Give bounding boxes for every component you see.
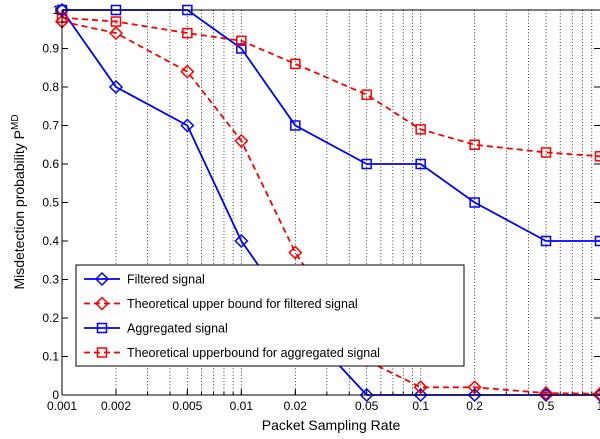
- legend-items: Filtered signal Theoretical upper bound f…: [84, 271, 380, 360]
- x-tick-label: 0.001: [47, 399, 77, 413]
- data-point: [467, 380, 482, 395]
- x-axis-title: Packet Sampling Rate: [262, 417, 401, 433]
- data-point: [234, 233, 249, 249]
- data-point: [359, 387, 374, 403]
- y-tick-label: 0.2: [42, 311, 59, 325]
- legend: Filtered signal Theoretical upper bound f…: [75, 264, 465, 367]
- data-point: [180, 64, 195, 79]
- x-tick-label: 1: [597, 399, 600, 413]
- y-tick-label: 0.8: [42, 80, 59, 94]
- y-tick-label: 0.4: [42, 234, 59, 248]
- labels-layer: 0.001 0.002 0.005 0.01 0.02 0.05 0.1 0.2 0.5 1 0 0.…: [42, 3, 600, 413]
- data-point: [415, 124, 426, 135]
- y-tick-label: 0.6: [42, 157, 59, 171]
- y-tick-label: 1: [52, 3, 59, 17]
- x-tick-label: 0.002: [101, 399, 131, 413]
- x-tick-label: 0.2: [466, 399, 483, 413]
- data-point: [415, 158, 426, 170]
- y-tick-label: 0.5: [42, 196, 59, 210]
- data-point: [413, 387, 428, 403]
- data-point: [467, 387, 482, 403]
- data-point: [110, 16, 122, 27]
- legend-label: Theoretical upperbound for aggregated si…: [127, 346, 380, 360]
- series-line: [61, 16, 600, 158]
- series-4: [56, 12, 600, 162]
- legend-entry: Aggregated signal: [84, 322, 228, 336]
- legend-marker: [96, 322, 108, 334]
- legend-marker: [94, 296, 110, 311]
- legend-entry: Theoretical upper bound for filtered sig…: [84, 296, 358, 311]
- data-point: [594, 235, 600, 247]
- legend-marker: [94, 271, 110, 287]
- legend-label: Filtered signal: [127, 273, 205, 287]
- data-point: [592, 386, 600, 401]
- legend-label: Aggregated signal: [127, 322, 228, 336]
- data-point: [288, 245, 303, 260]
- data-point: [236, 35, 247, 47]
- x-tick-label: 0.05: [355, 399, 379, 413]
- data-point: [413, 380, 428, 395]
- legend-entry: Theoretical upperbound for aggregated si…: [84, 346, 380, 360]
- data-point: [290, 120, 301, 131]
- data-point: [540, 147, 552, 158]
- data-point: [594, 151, 600, 162]
- y-tick-label: 0: [52, 388, 59, 402]
- x-tick-label: 0.02: [284, 399, 308, 413]
- legend-label: Theoretical upper bound for filtered sig…: [127, 297, 358, 311]
- data-point: [469, 139, 480, 150]
- data-point: [234, 133, 249, 148]
- data-point: [361, 89, 372, 100]
- legend-entry: Filtered signal: [84, 271, 205, 287]
- data-point: [538, 387, 554, 403]
- data-point: [182, 27, 193, 39]
- y-axis-title-superscript: MD: [10, 114, 21, 130]
- data-point: [290, 58, 301, 70]
- data-point: [236, 43, 247, 54]
- legend-box: [75, 264, 465, 367]
- data-point: [469, 197, 480, 208]
- data-point: [361, 158, 372, 170]
- x-tick-label: 0.005: [172, 399, 202, 413]
- y-tick-label: 0.9: [42, 42, 59, 56]
- data-point: [108, 79, 124, 95]
- data-point: [538, 386, 554, 401]
- data-point: [108, 26, 124, 41]
- x-tick-label: 0.1: [412, 399, 429, 413]
- x-tick-label: 0.5: [538, 399, 555, 413]
- y-tick-label: 0.3: [42, 273, 59, 287]
- y-tick-label: 0.7: [42, 119, 59, 133]
- data-point: [180, 118, 195, 133]
- data-point: [540, 235, 552, 247]
- legend-marker: [96, 347, 108, 358]
- y-tick-label: 0.1: [42, 350, 59, 364]
- x-tick-label: 0.01: [230, 399, 254, 413]
- y-axis-title: Misdetection probability PMD: [10, 114, 27, 289]
- y-axis-title-main: Misdetection probability P: [11, 130, 27, 290]
